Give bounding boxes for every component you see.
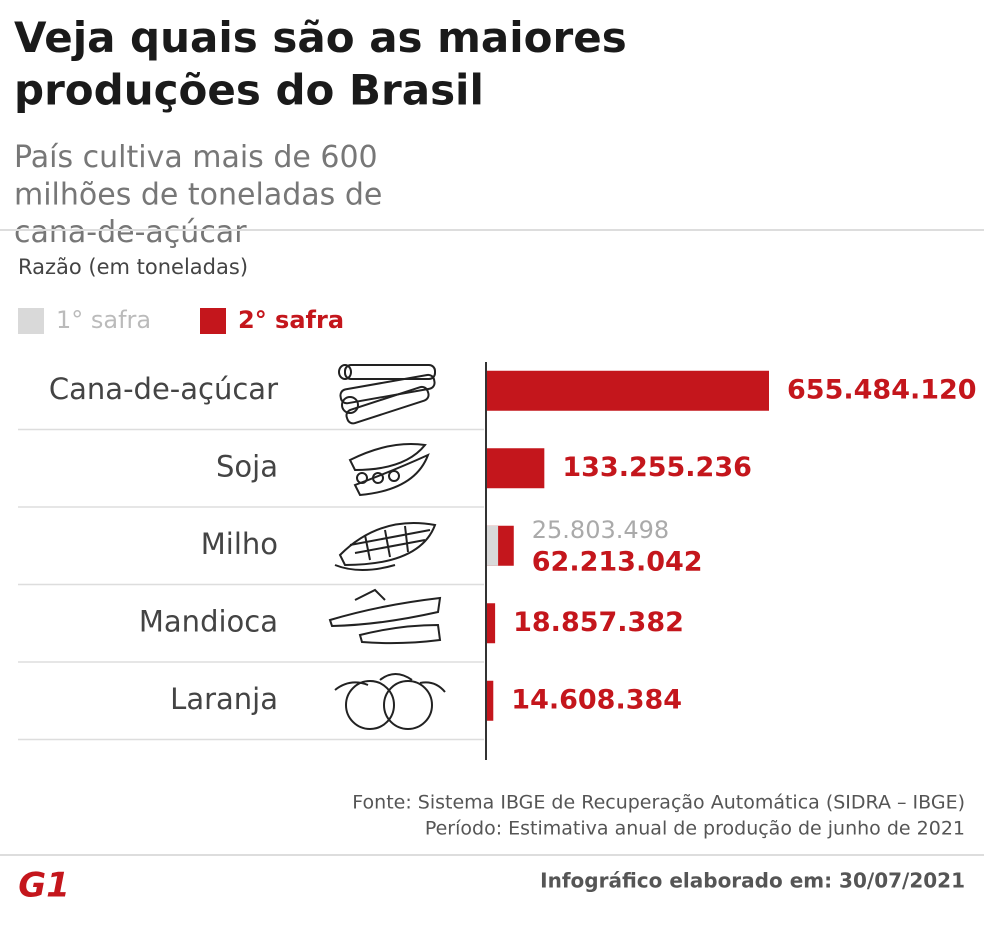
category-label: Milho [201,527,278,561]
category-label: Soja [216,449,278,483]
source: Fonte: Sistema IBGE de Recuperação Autom… [352,792,965,814]
bar [487,525,499,566]
axis-label: Razão (em toneladas) [18,255,248,279]
category-label: Laranja [170,682,278,716]
footer: Infográfico elaborado em: 30/07/2021 [540,869,965,893]
icon-cana [338,364,436,425]
value-label: 25.803.498 [532,516,669,544]
legend-label: 1° safra [56,306,151,334]
period: Período: Estimativa anual de produção de… [425,818,965,840]
bar [487,370,769,411]
logo: G1 [18,866,70,906]
value-label: 62.213.042 [532,546,703,577]
legend: 1° safra 2° safra [18,306,344,334]
value-label: 655.484.120 [787,374,977,405]
chart-subtitle: País cultiva mais de 600 milhões de tonel… [14,140,382,250]
rows: Cana-de-açúcar 655.484.120 Soja 133.255.236… [18,370,977,741]
category-label: Cana-de-açúcar [49,372,278,406]
legend-swatch [200,308,226,334]
chart-title: Veja quais são as maiores produções do Br… [14,13,627,115]
value-label: 18.857.382 [513,607,684,638]
bar [487,603,496,644]
icon-mandioca [328,588,442,645]
icon-laranja [334,673,446,730]
icon-soja [348,443,430,497]
bar [487,680,494,721]
icon-milho [334,522,437,571]
bar [487,448,545,489]
value-label: 133.255.236 [562,452,752,483]
legend-swatch [18,308,44,334]
category-label: Mandioca [139,604,278,638]
value-label: 14.608.384 [511,684,682,715]
legend-label: 2° safra [238,306,344,334]
